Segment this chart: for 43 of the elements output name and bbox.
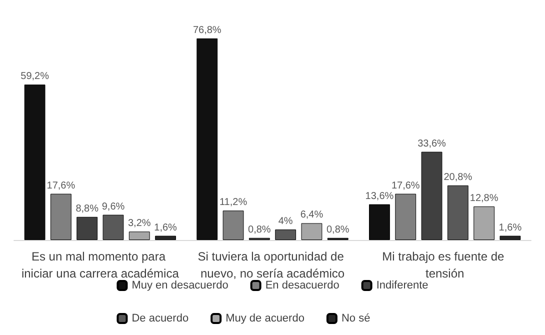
data-label: 76,8%: [192, 24, 222, 36]
bar: [474, 206, 495, 240]
bar: [275, 230, 296, 240]
data-label: 0,8%: [248, 224, 271, 236]
legend-label: En desacuerdo: [265, 280, 340, 292]
data-label: 6,4%: [300, 210, 324, 221]
bar: [222, 210, 244, 240]
legend-label: De acuerdo: [132, 312, 189, 324]
data-label: 1,6%: [154, 222, 178, 234]
data-label: 17,6%: [46, 180, 76, 192]
x-tick-label: Si tuviera la oportunidad de nuevo, no sería académico: [198, 250, 348, 280]
bar: [128, 232, 150, 240]
data-label: 33,6%: [418, 138, 446, 150]
x-tick-label: Es un mal momento para iniciar una carrera académica: [21, 250, 180, 280]
data-label: 59,2%: [20, 71, 50, 82]
bar: [196, 38, 218, 240]
data-label: 17,6%: [391, 180, 420, 192]
data-label: 3,2%: [128, 218, 151, 230]
data-label: 20,8%: [444, 172, 472, 183]
bar: [500, 236, 521, 240]
data-label: 11,2%: [219, 197, 248, 208]
x-tick-label: Mi trabajo es fuente de tensión: [382, 250, 508, 280]
bar: [447, 185, 468, 240]
data-label: 9,6%: [102, 201, 125, 212]
legend-label: Indiferente: [376, 280, 428, 292]
bar: [395, 194, 416, 240]
legend-label: Muy de acuerdo: [226, 312, 304, 324]
bar: [76, 216, 98, 240]
bar: [155, 236, 176, 240]
data-label: 8,8%: [76, 203, 99, 214]
data-label: 4%: [278, 216, 293, 227]
bar: [421, 152, 442, 240]
data-label: 1,6%: [498, 222, 522, 234]
bar: [102, 214, 124, 240]
bar: [24, 84, 46, 240]
bar: [301, 223, 322, 240]
legend-label: Muy en desacuerdo: [132, 280, 228, 292]
legend-label: No sé: [341, 312, 370, 324]
data-label: 13,6%: [365, 190, 394, 202]
bar: [50, 194, 72, 240]
data-label: 0,8%: [326, 224, 350, 236]
bar: [369, 204, 390, 240]
data-label: 12,8%: [470, 192, 498, 204]
